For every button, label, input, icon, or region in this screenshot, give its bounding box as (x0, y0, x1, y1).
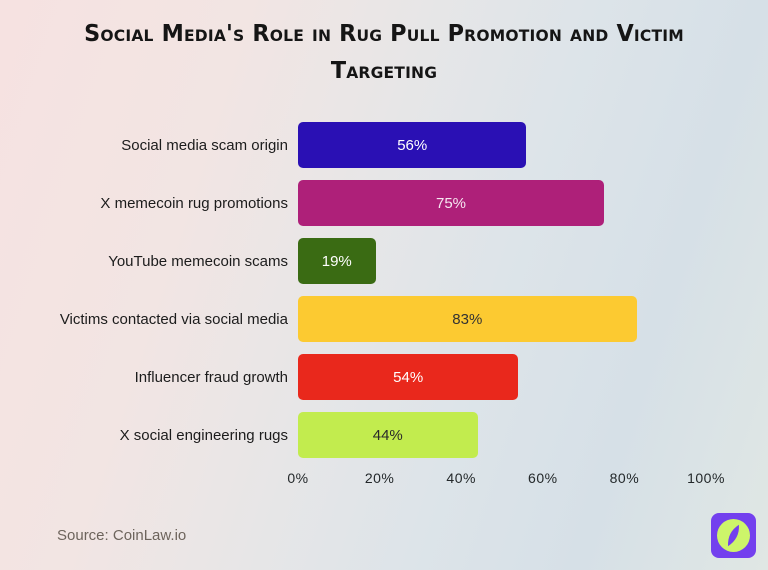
category-label: Social media scam origin (121, 136, 288, 154)
bar-track: 19% (298, 238, 706, 284)
bar: 54% (298, 354, 519, 400)
category-label: X social engineering rugs (119, 426, 288, 444)
logo-leaf-icon (728, 524, 739, 547)
value-label: 56% (397, 136, 428, 154)
bar-track: 75% (298, 180, 706, 226)
value-label: 54% (393, 368, 424, 386)
x-axis-tick: 0% (287, 470, 309, 486)
bar: 56% (298, 122, 527, 168)
bar-row: Victims contacted via social media 83% (0, 296, 768, 342)
bar-track: 54% (298, 354, 706, 400)
bar: 75% (298, 180, 604, 226)
value-label: 83% (452, 310, 483, 328)
source-caption: Source: CoinLaw.io (57, 527, 187, 544)
bar-row: YouTube memecoin scams 19% (0, 238, 768, 284)
category-label: X memecoin rug promotions (100, 194, 288, 212)
bar-rows: Social media scam origin 56% X memecoin ru… (0, 122, 768, 458)
x-axis-tick: 80% (609, 470, 640, 486)
bar-row: X memecoin rug promotions 75% (0, 180, 768, 226)
value-label: 44% (372, 426, 403, 444)
x-axis-tick: 40% (446, 470, 476, 486)
category-label: Influencer fraud growth (134, 368, 288, 386)
bar-row: Influencer fraud growth 54% (0, 354, 768, 400)
bar: 44% (298, 412, 478, 458)
bar: 19% (298, 238, 376, 284)
x-axis-tick: 20% (364, 470, 395, 486)
x-axis: 0% 20% 40% 60% 80% 100% (287, 470, 724, 492)
x-axis-tick: 60% (528, 470, 558, 486)
category-label: Victims contacted via social media (59, 310, 288, 328)
bar-track: 83% (298, 296, 706, 342)
chart-title: Social Media's Role in Rug Pull Promotio… (84, 21, 684, 84)
bar-track: 44% (298, 412, 706, 458)
value-label: 75% (435, 194, 467, 212)
coinlaw-logo-icon (711, 513, 756, 558)
bar-chart: Social media scam origin 56% X memecoin ru… (0, 122, 768, 492)
x-axis-tick: 100% (687, 470, 725, 486)
bar: 83% (298, 296, 637, 342)
bar-row: X social engineering rugs 44% (0, 412, 768, 458)
category-label: YouTube memecoin scams (108, 252, 288, 270)
bar-row: Social media scam origin 56% (0, 122, 768, 168)
value-label: 19% (321, 252, 352, 270)
bar-track: 56% (298, 122, 706, 168)
